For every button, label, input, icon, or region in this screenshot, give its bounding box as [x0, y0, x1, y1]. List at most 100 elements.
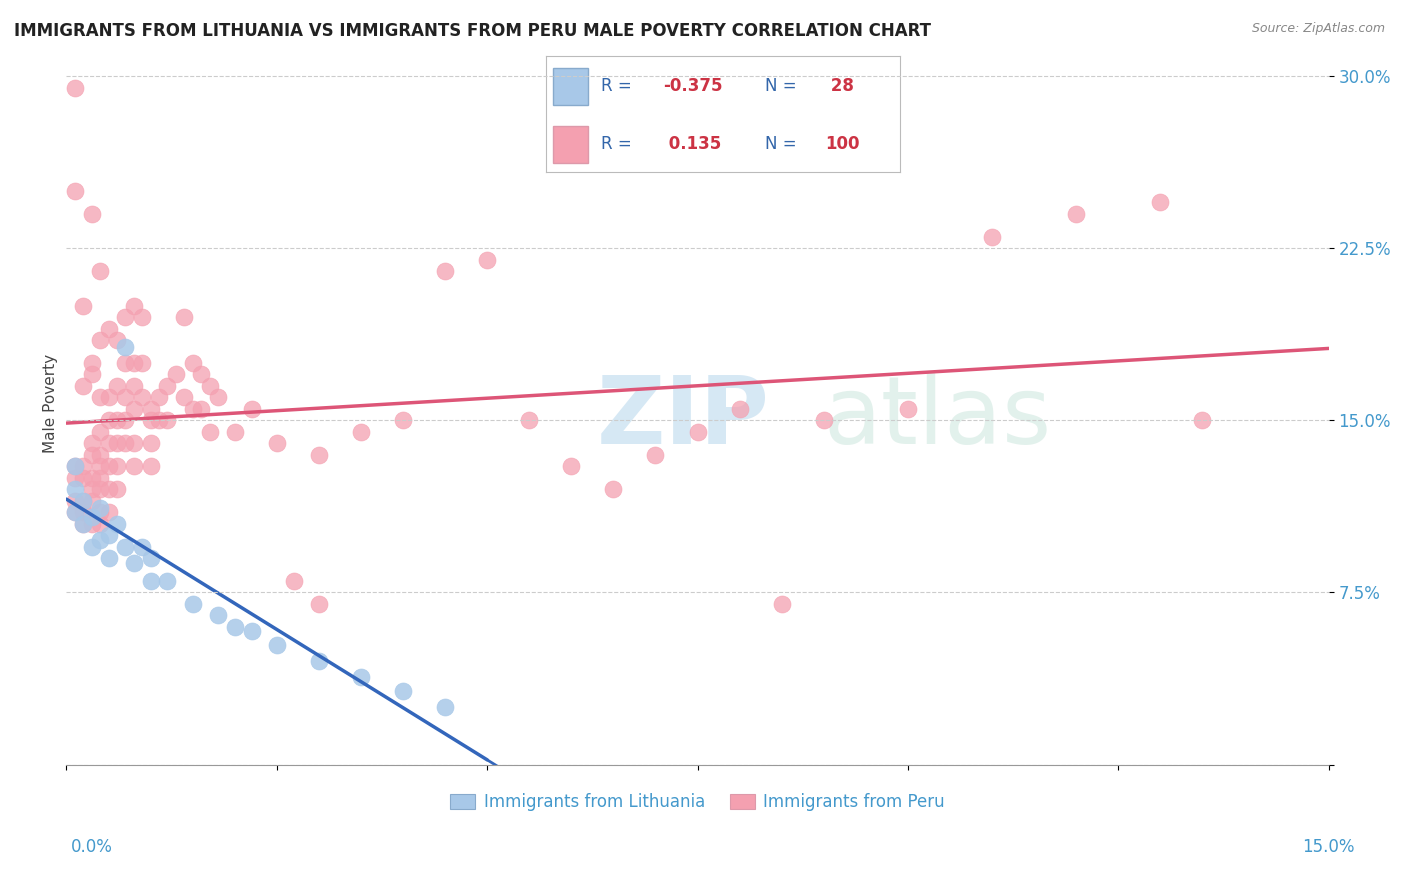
Point [139, 459, 162, 474]
Point [97, 459, 120, 474]
Point [63, 184, 86, 198]
Point [181, 597, 204, 611]
Point [63, 471, 86, 485]
Point [350, 670, 373, 684]
Point [392, 413, 415, 427]
Point [139, 413, 162, 427]
Point [686, 425, 709, 439]
Point [63, 505, 86, 519]
Point [517, 413, 540, 427]
Point [89, 425, 111, 439]
Point [63, 505, 86, 519]
Point [80, 482, 103, 496]
Point [644, 448, 666, 462]
Point [114, 356, 136, 370]
Point [105, 333, 128, 347]
Point [114, 340, 136, 354]
Point [72, 471, 94, 485]
Point [63, 459, 86, 474]
Point [72, 493, 94, 508]
Point [80, 471, 103, 485]
Point [97, 413, 120, 427]
Point [240, 624, 263, 639]
Point [105, 482, 128, 496]
Point [770, 597, 793, 611]
Point [80, 207, 103, 221]
Point [80, 368, 103, 382]
Point [198, 425, 221, 439]
Point [80, 356, 103, 370]
Point [72, 379, 94, 393]
Point [148, 413, 170, 427]
Point [350, 425, 373, 439]
Point [97, 551, 120, 566]
Point [89, 533, 111, 547]
Point [114, 540, 136, 554]
Point [89, 448, 111, 462]
Point [97, 321, 120, 335]
Point [139, 436, 162, 450]
Text: IMMIGRANTS FROM LITHUANIA VS IMMIGRANTS FROM PERU MALE POVERTY CORRELATION CHART: IMMIGRANTS FROM LITHUANIA VS IMMIGRANTS … [14, 22, 931, 40]
Point [105, 379, 128, 393]
Point [97, 528, 120, 542]
Point [89, 264, 111, 278]
Point [105, 413, 128, 427]
Point [131, 310, 153, 324]
Point [181, 401, 204, 416]
Point [97, 391, 120, 405]
Point [89, 500, 111, 515]
Point [80, 493, 103, 508]
Point [560, 459, 582, 474]
Point [114, 391, 136, 405]
Point [1191, 413, 1213, 427]
Point [283, 574, 305, 588]
Point [80, 516, 103, 531]
Point [72, 516, 94, 531]
Point [190, 401, 212, 416]
Point [477, 252, 499, 267]
Point [63, 493, 86, 508]
Point [72, 516, 94, 531]
Point [224, 425, 246, 439]
Point [131, 540, 153, 554]
Point [897, 401, 920, 416]
Point [198, 379, 221, 393]
Point [114, 413, 136, 427]
Point [1064, 207, 1087, 221]
Point [173, 310, 195, 324]
Point [89, 391, 111, 405]
Point [602, 482, 624, 496]
Point [392, 684, 415, 698]
Point [122, 356, 145, 370]
Point [156, 413, 179, 427]
Point [122, 299, 145, 313]
Point [224, 620, 246, 634]
Point [80, 540, 103, 554]
Point [105, 436, 128, 450]
Point [89, 333, 111, 347]
Point [266, 638, 288, 652]
Text: Source: ZipAtlas.com: Source: ZipAtlas.com [1251, 22, 1385, 36]
Point [156, 379, 179, 393]
Point [139, 401, 162, 416]
Point [105, 459, 128, 474]
Point [63, 459, 86, 474]
Point [80, 448, 103, 462]
Point [139, 574, 162, 588]
Point [207, 391, 229, 405]
Point [434, 264, 457, 278]
Point [97, 436, 120, 450]
Point [434, 700, 457, 714]
Point [72, 459, 94, 474]
Point [80, 436, 103, 450]
Point [308, 597, 330, 611]
Point [139, 551, 162, 566]
Point [181, 356, 204, 370]
Point [80, 509, 103, 524]
Point [72, 493, 94, 508]
Y-axis label: Male Poverty: Male Poverty [44, 353, 58, 453]
Point [308, 448, 330, 462]
Point [148, 391, 170, 405]
Point [122, 401, 145, 416]
Point [813, 413, 835, 427]
